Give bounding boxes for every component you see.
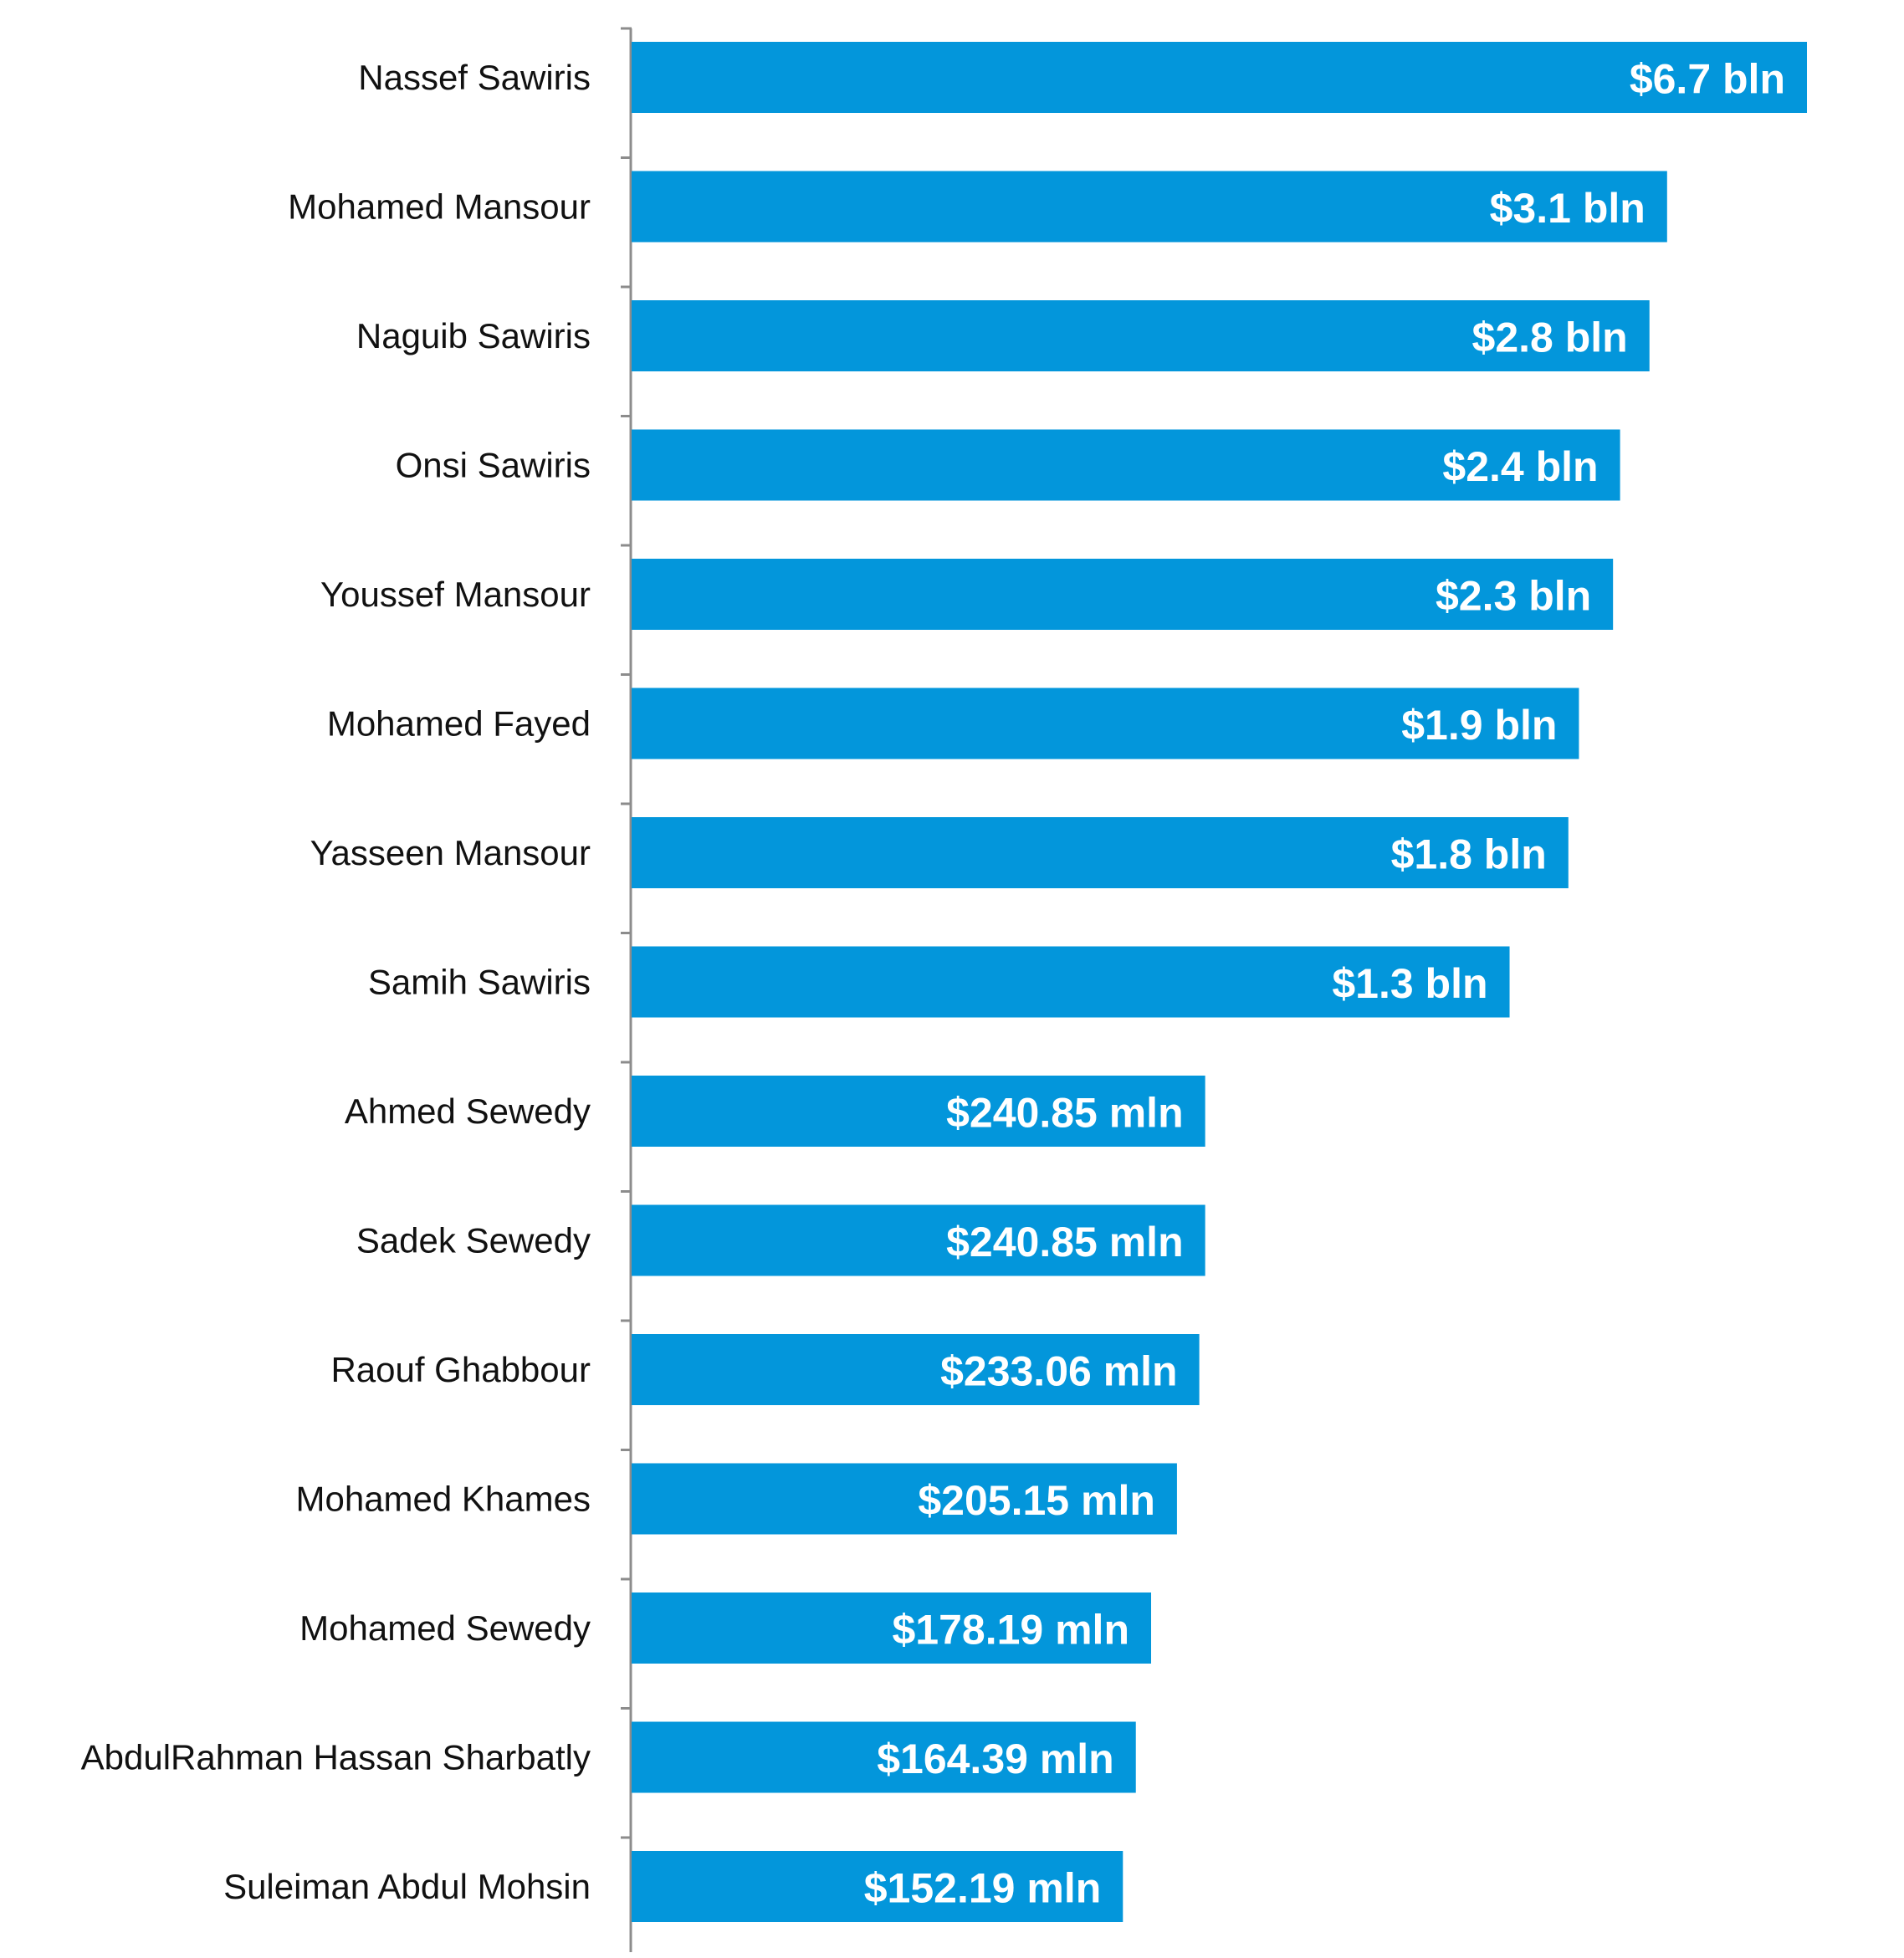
category-labels-group: Nassef Sawiris Mohamed Mansour Naguib Sawi…: [81, 58, 591, 1906]
value-label: $1.9 bln: [1401, 702, 1557, 749]
category-label: Mohamed Mansour: [288, 187, 591, 227]
value-label: $3.1 bln: [1490, 185, 1646, 232]
category-label: Mohamed Sewedy: [299, 1608, 591, 1648]
category-label: AbdulRahman Hassan Sharbatly: [81, 1738, 591, 1777]
category-label: Sadek Sewedy: [356, 1221, 591, 1260]
bar: [632, 817, 1569, 888]
value-label: $240.85 mln: [946, 1090, 1184, 1137]
value-label: $152.19 mln: [864, 1865, 1102, 1912]
bar: [632, 946, 1510, 1018]
value-label: $205.15 mln: [918, 1477, 1155, 1524]
category-label: Mohamed Khames: [295, 1480, 591, 1519]
value-label: $2.4 bln: [1442, 443, 1598, 490]
value-label: $178.19 mln: [892, 1607, 1129, 1654]
bar: [632, 1334, 1200, 1405]
value-label: $6.7 bln: [1630, 56, 1785, 103]
value-labels-group: $6.7 bln $3.1 bln $2.8 bln $2.4 bln $2.3 bln…: [864, 56, 1785, 1912]
bar: [632, 1592, 1152, 1664]
category-label: Raouf Ghabbour: [330, 1350, 591, 1389]
category-label: Yasseen Mansour: [310, 833, 591, 872]
bar: [632, 171, 1667, 243]
value-label: $2.8 bln: [1472, 314, 1628, 361]
category-label: Youssef Mansour: [320, 575, 591, 614]
category-label: Suleiman Abdul Mohsin: [223, 1867, 591, 1906]
value-label: $240.85 mln: [946, 1219, 1184, 1265]
value-label: $2.3 bln: [1436, 573, 1591, 620]
bar: [632, 1851, 1123, 1922]
category-label: Mohamed Fayed: [327, 704, 591, 744]
value-label: $1.8 bln: [1391, 831, 1547, 878]
bars-group: [632, 42, 1807, 1922]
bar: [632, 688, 1579, 759]
category-axis-ticks: [621, 27, 632, 1839]
value-label: $233.06 mln: [940, 1348, 1178, 1395]
category-label: Ahmed Sewedy: [345, 1091, 591, 1131]
bar: [632, 1721, 1136, 1793]
value-label: $1.3 bln: [1332, 960, 1487, 1007]
bar: [632, 1076, 1205, 1147]
category-label: Samih Sawiris: [368, 963, 591, 1002]
category-label: Nassef Sawiris: [358, 58, 591, 97]
bar: [632, 1204, 1205, 1276]
bar: [632, 429, 1620, 501]
category-label: Naguib Sawiris: [356, 316, 591, 355]
category-label: Onsi Sawiris: [396, 446, 591, 485]
bar: [632, 300, 1650, 371]
bar: [632, 1463, 1177, 1535]
value-label: $164.39 mln: [877, 1736, 1114, 1782]
bar: [632, 559, 1614, 630]
bar: [632, 42, 1807, 113]
